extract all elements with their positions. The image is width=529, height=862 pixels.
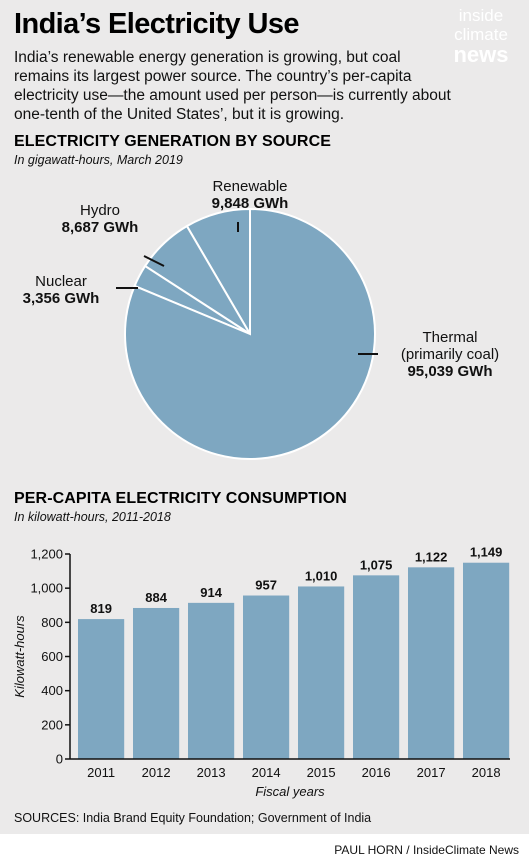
x-tick-label-2018: 2018: [472, 765, 501, 780]
pie-leader-hydro: [143, 255, 165, 267]
x-axis-label: Fiscal years: [255, 784, 325, 799]
pie-label-nuclear: Nuclear 3,356 GWh: [22, 273, 100, 307]
x-tick-label-2011: 2011: [87, 765, 115, 780]
bar-chart-title: PER-CAPITA ELECTRICITY CONSUMPTION: [14, 490, 347, 507]
bar-2018: [463, 562, 510, 759]
x-tick-label-2017: 2017: [417, 765, 446, 780]
x-tick-label-2013: 2013: [197, 765, 226, 780]
pie-chart: [116, 207, 378, 460]
pie-label-hydro: Hydro 8,687 GWh: [61, 202, 139, 236]
y-tick-label-0: 0: [56, 752, 63, 767]
intro-text: India’s renewable energy generation is g…: [14, 49, 451, 123]
pie-chart-title: ELECTRICITY GENERATION BY SOURCE: [14, 133, 332, 150]
sources-note: SOURCES: India Brand Equity Foundation; …: [14, 811, 372, 825]
y-tick-label-1000: 1,000: [30, 581, 63, 596]
bar-value-label-2015: 1,010: [305, 568, 338, 583]
y-tick-label-200: 200: [41, 717, 63, 732]
y-axis-label: Kilowatt-hours: [12, 615, 27, 698]
bar-2016: [353, 575, 400, 759]
bar-2013: [188, 602, 235, 759]
bar-2011: [78, 619, 125, 759]
bar-2014: [243, 595, 290, 759]
credit-line: PAUL HORN / InsideClimate News: [334, 843, 519, 857]
x-tick-label-2014: 2014: [252, 765, 281, 780]
bar-value-label-2011: 819: [90, 601, 112, 616]
inside-climate-news-logo: inside climate news: [453, 6, 509, 67]
bar-chart: 819 884 914 957 1,010 1,075 1,122 1,149 0 200 400…: [12, 545, 510, 799]
bar-2017: [408, 567, 455, 759]
bar-value-label-2012: 884: [145, 590, 167, 605]
bar-value-label-2014: 957: [255, 578, 277, 593]
y-tick-label-800: 800: [41, 615, 63, 630]
pie-chart-subtitle: In gigawatt-hours, March 2019: [14, 153, 183, 167]
pie-slice-thermal: [124, 207, 376, 460]
bar-chart-subtitle: In kilowatt-hours, 2011-2018: [14, 510, 171, 524]
bar-value-label-2017: 1,122: [415, 549, 448, 564]
y-tick-label-1200: 1,200: [30, 547, 63, 562]
bar-value-label-2013: 914: [200, 585, 222, 600]
pie-label-renewable: Renewable 9,848 GWh: [211, 178, 289, 212]
y-tick-label-600: 600: [41, 649, 63, 664]
x-tick-label-2016: 2016: [362, 765, 391, 780]
x-tick-label-2012: 2012: [142, 765, 171, 780]
y-tick-label-400: 400: [41, 683, 63, 698]
bar-2015: [298, 586, 345, 759]
bar-value-label-2018: 1,149: [470, 545, 503, 560]
bar-2012: [133, 607, 180, 759]
pie-label-thermal: Thermal (primarily coal) 95,039 GWh: [400, 329, 500, 380]
page-title: India’s Electricity Use: [14, 8, 300, 40]
x-tick-label-2015: 2015: [307, 765, 336, 780]
bar-value-label-2016: 1,075: [360, 557, 393, 572]
